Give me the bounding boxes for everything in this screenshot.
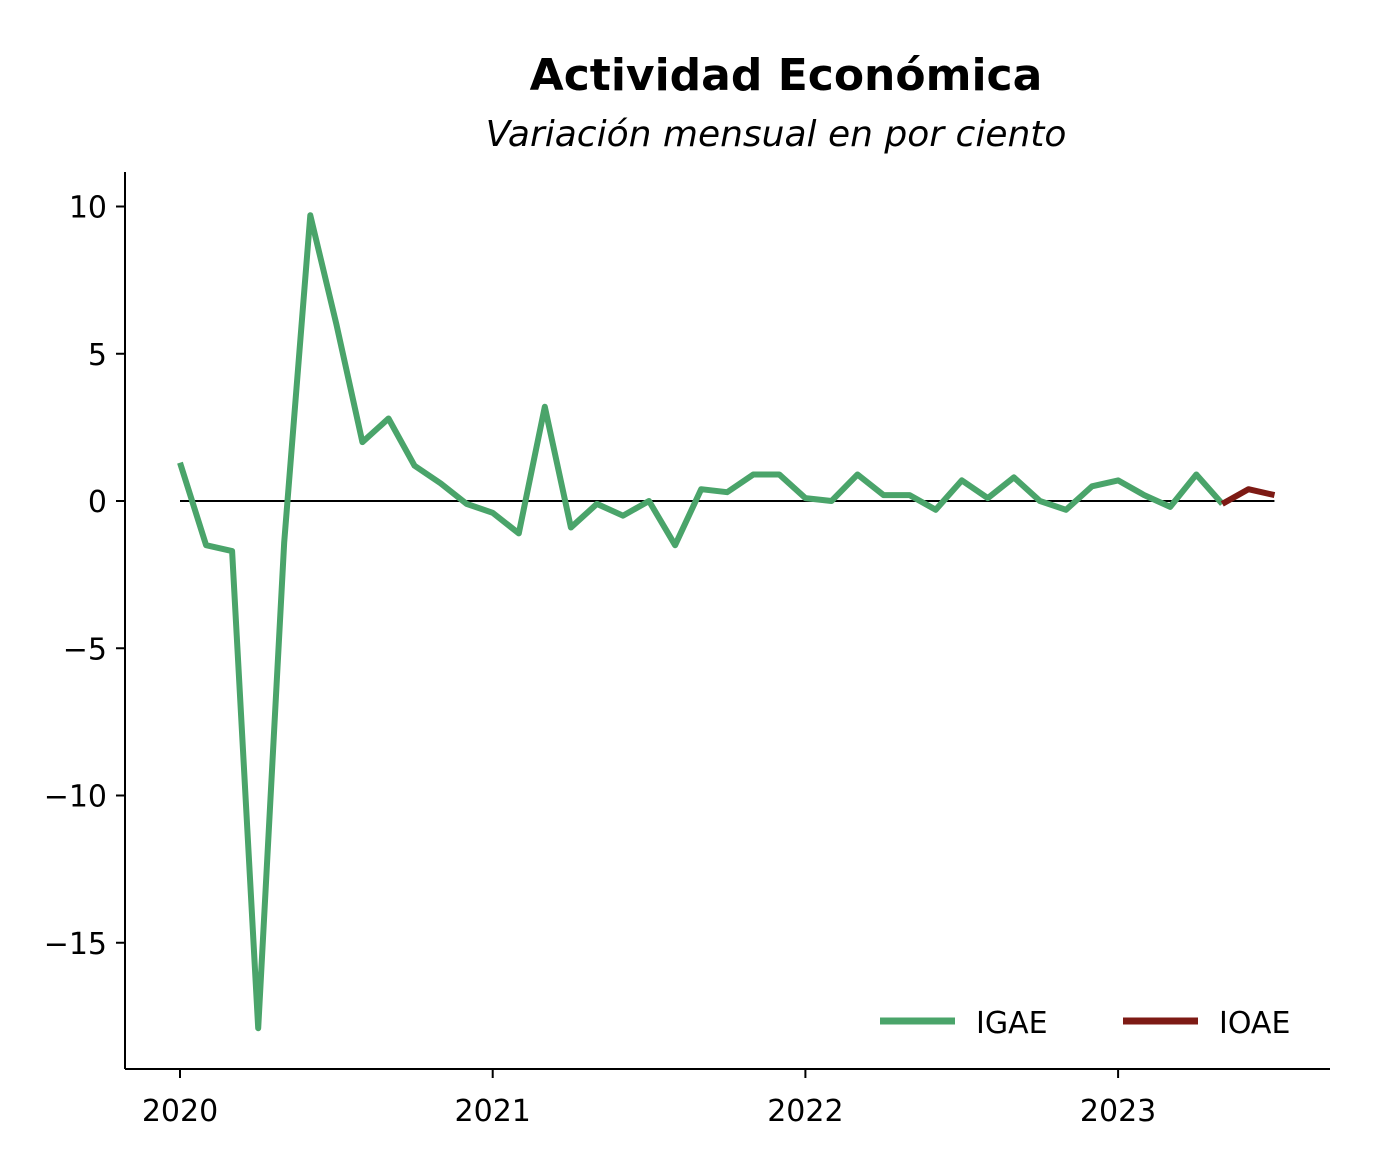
series-line-ioae (1220, 486, 1276, 507)
x-tick-label: 2021 (455, 1094, 531, 1129)
legend-label-igae: IGAE (976, 1006, 1048, 1041)
chart-subtitle: Variación mensual en por ciento (485, 114, 1067, 155)
y-tick-label: 10 (69, 191, 107, 226)
series-line-igae (177, 212, 1225, 1032)
x-tick-label: 2020 (142, 1094, 218, 1129)
y-tick-label: −15 (44, 927, 107, 962)
axes: 10 5 0 −5 −10 −15 2020 2021 2022 2023 (44, 172, 1330, 1129)
legend-label-ioae: IOAE (1219, 1006, 1290, 1041)
x-tick-label: 2023 (1080, 1094, 1156, 1129)
x-tick-label: 2022 (767, 1094, 843, 1129)
legend: IGAE IOAE (880, 1006, 1290, 1041)
y-tick-label: −10 (44, 780, 107, 815)
series-lines (177, 212, 1276, 1032)
y-tick-label: 0 (88, 485, 107, 520)
chart-title: Actividad Económica (529, 50, 1043, 101)
y-tick-label: 5 (88, 338, 107, 373)
y-tick-label: −5 (63, 632, 107, 667)
